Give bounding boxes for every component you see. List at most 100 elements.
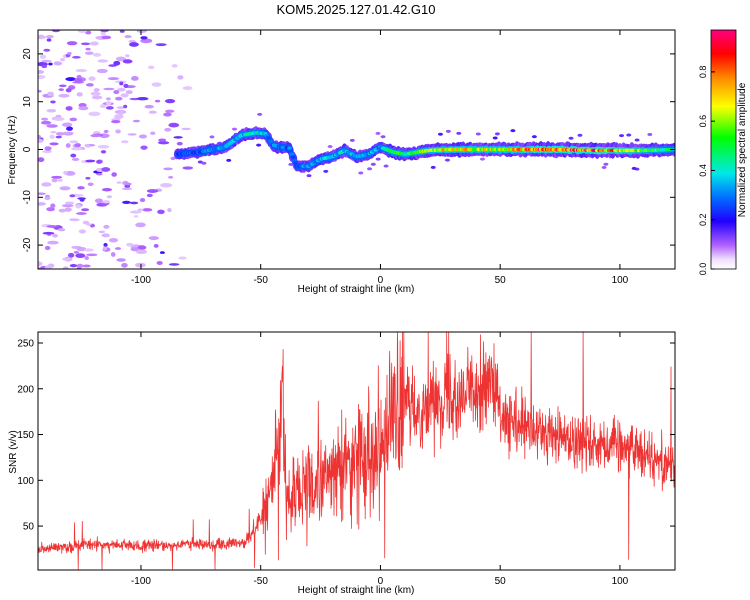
noise-speck (157, 209, 165, 215)
ridge-speck (445, 129, 451, 133)
noise-speck (126, 242, 134, 247)
colorbar-gradient (710, 29, 737, 270)
noise-speck (101, 233, 110, 238)
noise-speck (52, 233, 58, 238)
spectrogram-y-tick-label: 10 (22, 96, 33, 108)
noise-speck (69, 218, 80, 222)
noise-speck (121, 262, 128, 268)
colorbar-tick-label: 0.0 (698, 263, 708, 276)
noise-speck (103, 243, 108, 247)
noise-speck (82, 264, 91, 268)
noise-speck (171, 64, 178, 68)
ridge-speck (475, 132, 481, 136)
noise-speck (116, 258, 126, 262)
noise-speck (122, 200, 131, 205)
ridge-speck (209, 135, 215, 139)
noise-speck (77, 30, 87, 34)
noise-speck (53, 61, 63, 66)
noise-speck (137, 208, 144, 212)
noise-speck (100, 150, 107, 154)
noise-speck (160, 182, 173, 188)
noise-speck (83, 248, 94, 252)
ridge-core (293, 161, 298, 165)
noise-speck (138, 134, 148, 139)
noise-speck (108, 238, 119, 243)
noise-speck (124, 35, 132, 39)
noise-speck (64, 201, 75, 205)
noise-speck (140, 36, 148, 40)
noise-speck (85, 159, 96, 163)
noise-speck (101, 35, 112, 40)
noise-speck (81, 208, 90, 212)
noise-speck (98, 230, 106, 234)
noise-speck (58, 93, 70, 98)
noise-speck (141, 208, 153, 212)
noise-speck (59, 186, 71, 191)
noise-speck (50, 203, 56, 209)
noise-speck (177, 75, 184, 80)
noise-speck (41, 182, 52, 187)
ridge-speck (349, 138, 355, 142)
noise-speck (96, 68, 108, 74)
ridge-core (288, 149, 293, 153)
snr-x-tick-label: 100 (612, 576, 629, 587)
noise-speck (38, 157, 45, 163)
noise-speck (164, 99, 176, 104)
snr-y-tick-label: 50 (23, 522, 35, 533)
noise-speck (69, 194, 76, 198)
noise-speck (58, 88, 64, 92)
noise-speck (164, 127, 172, 132)
noise-speck (46, 124, 58, 128)
noise-speck (102, 200, 111, 204)
noise-speck (47, 91, 54, 97)
noise-speck (40, 120, 52, 125)
noise-speck (41, 59, 52, 63)
noise-speck (38, 202, 46, 206)
noise-speck (88, 111, 101, 117)
noise-speck (139, 198, 146, 203)
noise-speck (53, 117, 65, 121)
noise-speck (101, 167, 111, 172)
noise-speck (42, 231, 55, 235)
noise-speck (163, 167, 173, 171)
noise-speck (113, 60, 121, 66)
noise-speck (57, 228, 66, 232)
noise-speck (129, 210, 142, 214)
noise-speck (69, 264, 78, 268)
noise-speck (69, 140, 79, 144)
spectrogram-x-tick-label: 100 (612, 275, 629, 286)
noise-speck (148, 236, 160, 241)
noise-speck (71, 157, 80, 161)
noise-speck (41, 64, 48, 69)
noise-speck (182, 86, 193, 91)
snr-marks (38, 332, 675, 570)
snr-y-tick-label: 250 (17, 338, 34, 349)
noise-speck (103, 87, 115, 91)
noise-speck (44, 245, 51, 251)
noise-speck (68, 252, 75, 258)
noise-speck (155, 43, 167, 47)
noise-speck (158, 138, 167, 142)
noise-speck (91, 95, 103, 100)
noise-speck (116, 87, 126, 92)
snr-x-tick-label: -50 (253, 576, 268, 587)
noise-speck (103, 224, 110, 229)
ridge-speck (577, 133, 583, 137)
noise-speck (63, 170, 68, 175)
noise-speck (119, 30, 125, 33)
noise-speck (146, 189, 159, 193)
noise-speck (107, 77, 120, 81)
ridge-speck (444, 158, 450, 162)
spectrogram-y-axis-label: Frequency (Hz) (7, 116, 18, 185)
noise-speck (88, 76, 96, 81)
ridge-speck (288, 162, 294, 166)
noise-speck (136, 97, 149, 101)
spectrogram-y-tick-label: 20 (22, 48, 33, 60)
snr-panel: -100 -50 0 50 100 50 100 150 200 250 Height of st… (8, 331, 676, 596)
noise-speck (89, 41, 99, 46)
noise-speck (46, 109, 57, 113)
noise-speck (127, 133, 137, 136)
noise-speck (150, 131, 156, 135)
noise-speck (99, 30, 110, 33)
